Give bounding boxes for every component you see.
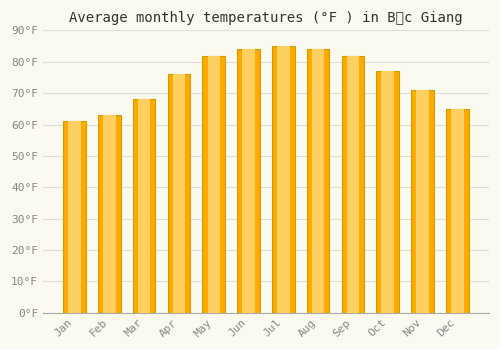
Bar [446, 109, 468, 313]
Bar [346, 56, 359, 313]
Bar [103, 115, 116, 313]
Bar [312, 49, 324, 313]
Bar [237, 49, 260, 313]
Bar [416, 90, 428, 313]
Bar [451, 109, 464, 313]
Bar [138, 99, 150, 313]
Bar [202, 56, 225, 313]
Title: Average monthly temperatures (°F ) in Bắc Giang: Average monthly temperatures (°F ) in Bắ… [69, 11, 462, 25]
Bar [376, 71, 399, 313]
Bar [382, 71, 394, 313]
Bar [272, 46, 294, 313]
Bar [98, 115, 120, 313]
Bar [168, 74, 190, 313]
Bar [63, 121, 86, 313]
Bar [242, 49, 255, 313]
Bar [411, 90, 434, 313]
Bar [133, 99, 156, 313]
Bar [342, 56, 364, 313]
Bar [307, 49, 330, 313]
Bar [208, 56, 220, 313]
Bar [277, 46, 289, 313]
Bar [68, 121, 81, 313]
Bar [172, 74, 185, 313]
